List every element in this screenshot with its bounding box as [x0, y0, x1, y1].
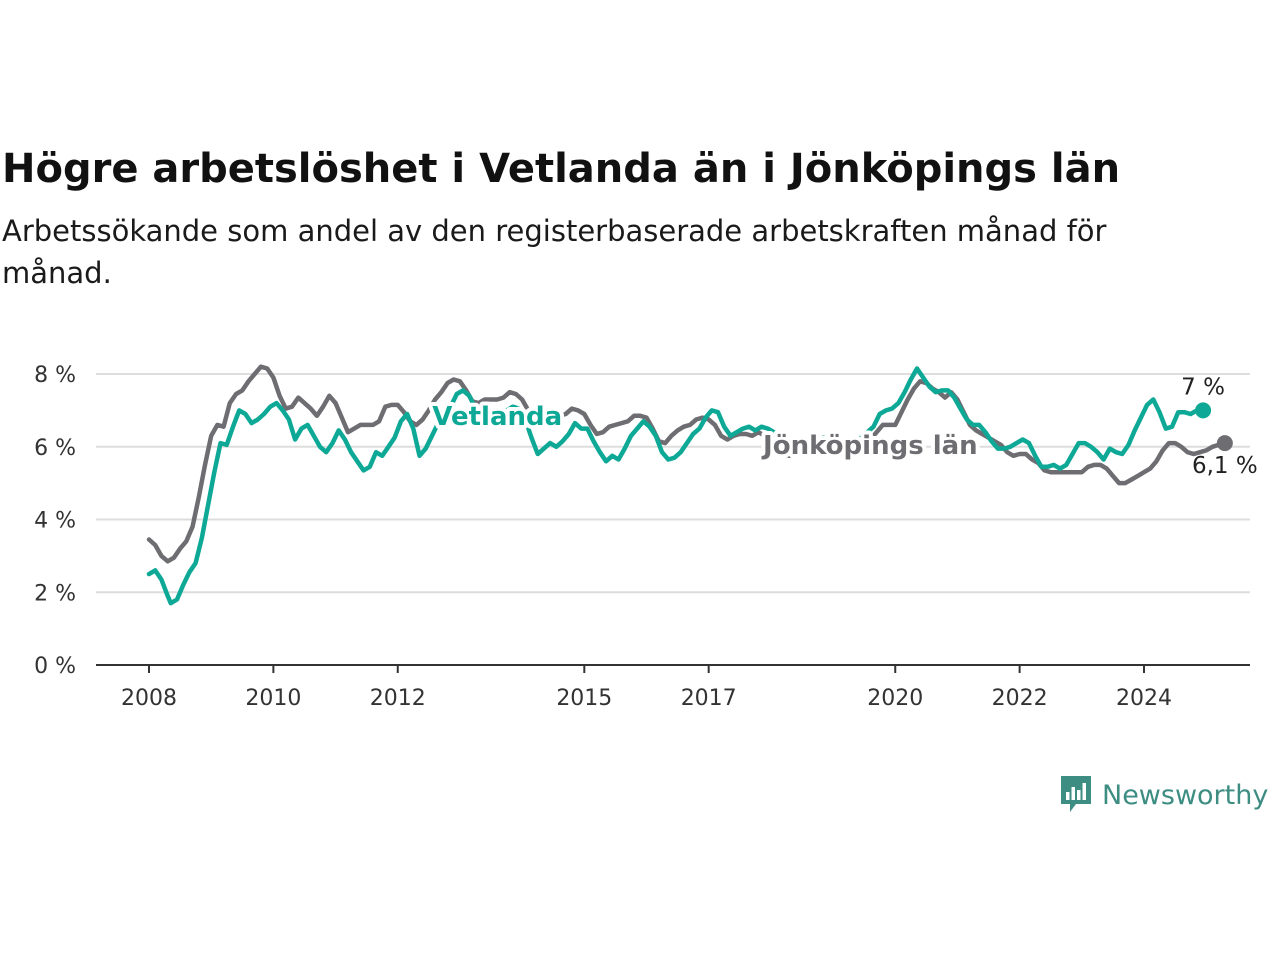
newsworthy-logo-icon — [1061, 776, 1091, 812]
series-end-point-vetlanda — [1195, 402, 1212, 419]
series-line-j-nk-pings-l-n — [146, 364, 1228, 564]
y-tick-label: 2 % — [34, 581, 76, 606]
x-tick-label: 2015 — [556, 686, 612, 711]
y-tick-label: 4 % — [34, 509, 76, 534]
grid-lines — [96, 373, 1250, 594]
series-label-halo: Jönköpings län — [761, 431, 978, 461]
end-value-label-jonkopings-lan: 6,1 % — [1192, 453, 1258, 479]
axes: 0 % 2 % 4 % 6 % 8 % 2008 2010 2012 2015 2017 2020 2… — [34, 363, 1250, 711]
x-tick-label: 2022 — [992, 686, 1048, 711]
chart-subtitle: Arbetssökande som andel av den registerb… — [2, 214, 1107, 290]
y-tick-label: 8 % — [34, 363, 76, 388]
series-label-j-nk-pings-l-n: Jönköpings län — [761, 431, 978, 461]
newsworthy-brand[interactable]: Newsworthy — [1058, 772, 1268, 818]
x-tick-label: 2017 — [681, 686, 737, 711]
brand-name: Newsworthy — [1102, 779, 1269, 811]
y-tick-label: 0 % — [34, 654, 76, 679]
x-tick-label: 2024 — [1116, 686, 1172, 711]
x-tick-label: 2020 — [867, 686, 923, 711]
x-tick-label: 2010 — [245, 686, 301, 711]
y-tick-label: 6 % — [34, 436, 76, 461]
series-label-vetlanda: Vetlanda — [432, 402, 562, 432]
x-tick-label: 2008 — [121, 686, 177, 711]
series-label-halo: Vetlanda — [432, 402, 562, 432]
end-value-label-vetlanda: 7 % — [1181, 374, 1225, 400]
series-end-point-j-nk-pings-l-n — [1216, 435, 1233, 452]
x-tick-label: 2012 — [370, 686, 426, 711]
series-line-vetlanda — [146, 366, 1206, 606]
series-lines — [146, 364, 1233, 606]
chart-title: Högre arbetslöshet i Vetlanda än i Jönkö… — [2, 146, 1121, 192]
